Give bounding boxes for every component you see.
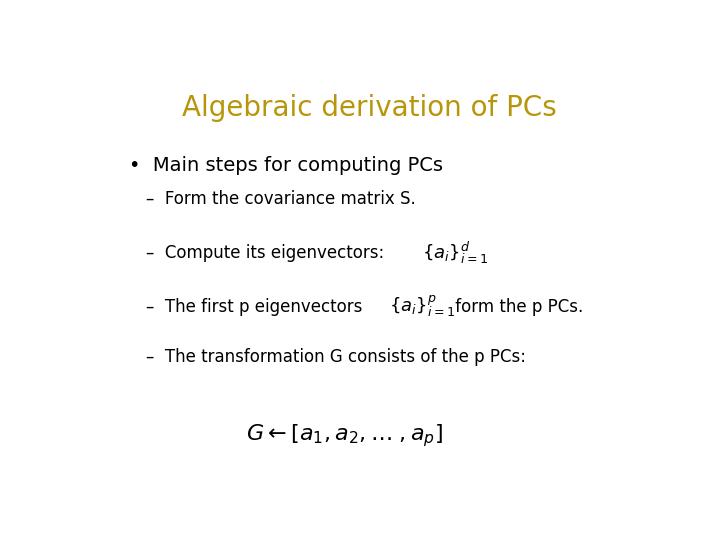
Text: $G \leftarrow [a_1, a_2, \ldots\;, a_p]$: $G \leftarrow [a_1, a_2, \ldots\;, a_p]$ <box>246 422 443 449</box>
Text: –  The first p eigenvectors: – The first p eigenvectors <box>145 298 362 316</box>
Text: –  Compute its eigenvectors:: – Compute its eigenvectors: <box>145 244 384 261</box>
Text: –  Form the covariance matrix S.: – Form the covariance matrix S. <box>145 190 415 207</box>
Text: $\left\{a_i\right\}_{i=1}^{p}$: $\left\{a_i\right\}_{i=1}^{p}$ <box>389 294 454 319</box>
Text: –  The transformation G consists of the p PCs:: – The transformation G consists of the p… <box>145 348 526 366</box>
Text: Algebraic derivation of PCs: Algebraic derivation of PCs <box>181 94 557 122</box>
Text: $\left\{a_i\right\}_{i=1}^{d}$: $\left\{a_i\right\}_{i=1}^{d}$ <box>422 239 488 266</box>
Text: form the p PCs.: form the p PCs. <box>450 298 583 316</box>
Text: •  Main steps for computing PCs: • Main steps for computing PCs <box>129 156 443 176</box>
